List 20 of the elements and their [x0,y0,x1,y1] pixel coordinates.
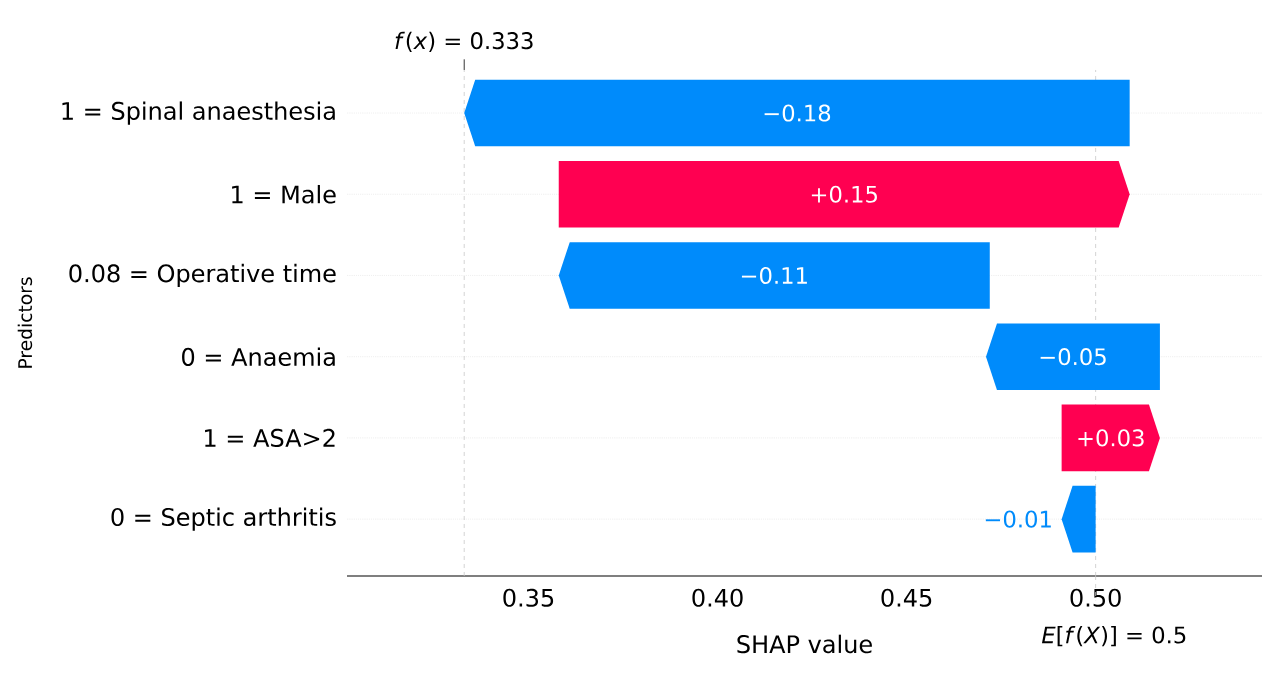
data-label: +0.15 [811,185,877,203]
x-tick-label: 0.40 [692,588,743,607]
x-tick-label: 0.45 [881,588,932,607]
y-tick-label: 0 = Anaemia [182,347,335,366]
data-label: −0.05 [1040,348,1106,366]
y-tick-label: 1 = Male [232,184,336,204]
data-label: −0.18 [764,104,831,122]
y-tick-label: 1 = ASA>2 [205,428,335,447]
ref-line-label: E[f(X)] = 0.5 [1041,626,1186,647]
data-label: −0.01 [985,510,1051,528]
y-axis-title: Predictors [17,277,33,368]
data-label: −0.11 [741,266,807,285]
ref-line-label: f(x) = 0.333 [395,31,533,52]
x-tick-label: 0.35 [503,588,554,607]
x-axis-title: SHAP value [737,634,872,654]
y-tick-label: 1 = Spinal anaesthesia [62,101,335,125]
y-tick-label: 0 = Septic arthritis [111,507,336,531]
x-tick-label: 0.50 [1070,588,1121,607]
data-label: +0.03 [1078,429,1144,447]
y-tick-label: 0.08 = Operative time [69,263,336,288]
